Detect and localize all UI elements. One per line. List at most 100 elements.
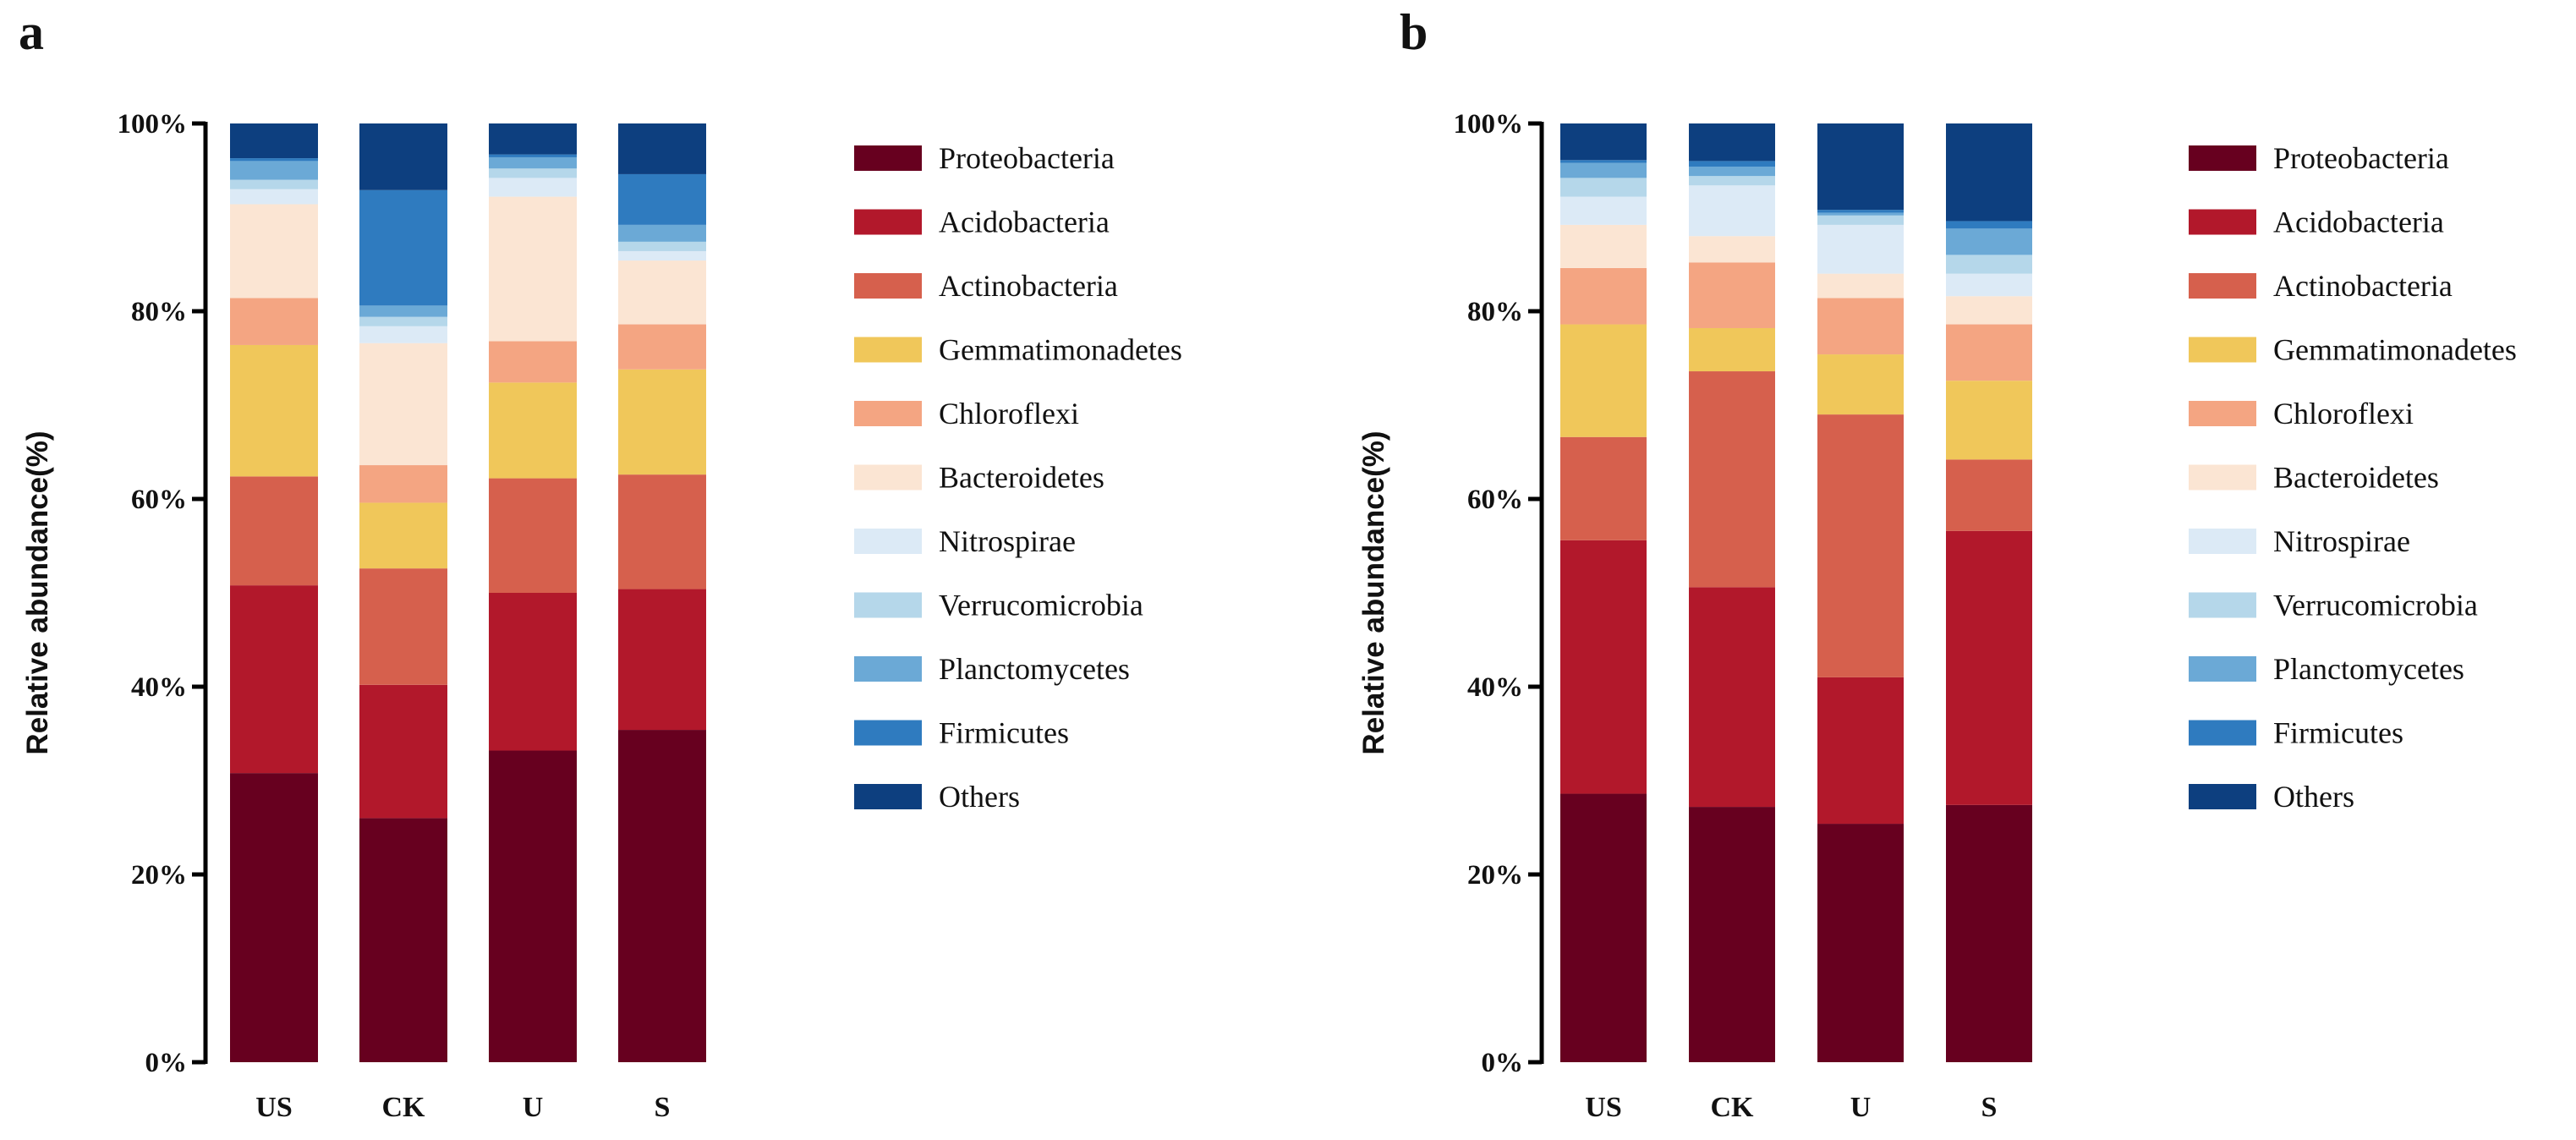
bar-segment-bacteroidetes-u (1817, 273, 1904, 299)
bar-segment-firmicutes-us (1560, 160, 1647, 163)
legend-label-bacteroidetes: Bacteroidetes (939, 461, 1104, 495)
bar-segment-gemmatimonadetes-s (618, 369, 706, 475)
bar-segment-firmicutes-ck (1689, 161, 1775, 167)
bar-segment-verrucomicrobia-ck (359, 316, 447, 326)
bar-segment-actinobacteria-us (1560, 436, 1647, 540)
bar-segment-chloroflexi-us (230, 298, 318, 345)
bar-segment-bacteroidetes-ck (359, 343, 447, 466)
legend-label-planctomycetes: Planctomycetes (939, 652, 1130, 686)
bar-segment-proteobacteria-us (1560, 793, 1647, 1062)
y-tick-label: 0% (145, 1048, 188, 1078)
bar-segment-bacteroidetes-u (489, 196, 577, 342)
bar-segment-acidobacteria-ck (1689, 587, 1775, 808)
legend-swatch-chloroflexi (854, 401, 922, 426)
bar-segment-chloroflexi-ck (359, 465, 447, 503)
bar-segment-bacteroidetes-s (618, 260, 706, 325)
x-tick-label: CK (1711, 1092, 1755, 1123)
legend-swatch-others (2189, 784, 2256, 809)
bar-segment-gemmatimonadetes-ck (359, 502, 447, 569)
bar-segment-firmicutes-s (1946, 221, 2032, 229)
bar-segment-gemmatimonadetes-u (1817, 354, 1904, 415)
legend-swatch-others (854, 784, 922, 809)
bar-segment-gemmatimonadetes-ck (1689, 327, 1775, 372)
bar-segment-acidobacteria-ck (359, 684, 447, 819)
bar-segment-others-s (1946, 123, 2032, 222)
bar-segment-gemmatimonadetes-u (489, 382, 577, 479)
bar-segment-firmicutes-ck (359, 189, 447, 306)
x-tick-label: S (1981, 1092, 1998, 1123)
bar-segment-firmicutes-u (1817, 210, 1904, 213)
legend-swatch-proteobacteria (854, 145, 922, 171)
bar-segment-proteobacteria-ck (359, 818, 447, 1062)
bar-segment-actinobacteria-ck (359, 568, 447, 685)
bar-segment-others-us (1560, 123, 1647, 161)
legend-label-acidobacteria: Acidobacteria (939, 206, 1110, 239)
legend-swatch-planctomycetes (854, 656, 922, 682)
bar-segment-chloroflexi-ck (1689, 262, 1775, 328)
legend-swatch-verrucomicrobia (854, 592, 922, 618)
bar-segment-nitrospirae-u (1817, 224, 1904, 274)
x-tick-label: U (1850, 1092, 1872, 1123)
bar-segment-acidobacteria-s (618, 589, 706, 731)
legend-label-verrucomicrobia: Verrucomicrobia (939, 589, 1143, 622)
legend-label-firmicutes: Firmicutes (939, 716, 1069, 750)
bar-segment-gemmatimonadetes-s (1946, 381, 2032, 460)
bar-segment-others-u (489, 123, 577, 155)
bar-segment-nitrospirae-u (489, 178, 577, 197)
bar-segment-others-ck (1689, 123, 1775, 162)
bar-segment-verrucomicrobia-ck (1689, 176, 1775, 186)
y-tick-label: 80% (1467, 297, 1523, 327)
bar-segment-actinobacteria-us (230, 476, 318, 586)
y-tick-label: 100% (118, 109, 188, 140)
bar-segment-proteobacteria-s (1946, 804, 2032, 1062)
legend-swatch-chloroflexi (2189, 401, 2256, 426)
bar-segment-verrucomicrobia-s (1946, 255, 2032, 274)
bar-segment-chloroflexi-u (489, 341, 577, 383)
legend-label-gemmatimonadetes: Gemmatimonadetes (2273, 333, 2517, 367)
bar-segment-planctomycetes-ck (1689, 167, 1775, 177)
panel-label: a (19, 4, 44, 60)
y-axis-title: Relative abundance(%) (21, 430, 54, 754)
legend-label-proteobacteria: Proteobacteria (939, 141, 1115, 175)
panel-a: a 0% 20% 40% 60% 80% 100% Relative abundance(%)… (19, 4, 1182, 1123)
bar-segment-acidobacteria-u (1817, 677, 1904, 825)
bar-segment-actinobacteria-s (618, 474, 706, 589)
y-tick-label: 40% (131, 672, 187, 703)
legend-label-actinobacteria: Actinobacteria (2273, 269, 2453, 303)
bar-segment-planctomycetes-s (618, 224, 706, 242)
bar-segment-verrucomicrobia-u (489, 168, 577, 178)
legend-swatch-firmicutes (2189, 720, 2256, 746)
bar-segment-planctomycetes-us (230, 161, 318, 180)
bar-segment-proteobacteria-us (230, 773, 318, 1062)
x-tick-label: U (523, 1092, 544, 1123)
bar-segment-firmicutes-s (618, 173, 706, 225)
legend-label-firmicutes: Firmicutes (2273, 716, 2403, 750)
legend-label-acidobacteria: Acidobacteria (2273, 206, 2444, 239)
legend-swatch-gemmatimonadetes (2189, 337, 2256, 363)
bar-segment-acidobacteria-us (1560, 540, 1647, 794)
y-tick-label: 60% (1467, 485, 1523, 515)
bar-segment-actinobacteria-ck (1689, 371, 1775, 588)
legend-label-chloroflexi: Chloroflexi (2273, 397, 2414, 430)
legend-label-verrucomicrobia: Verrucomicrobia (2273, 589, 2478, 622)
bar-segment-proteobacteria-u (1817, 824, 1904, 1062)
bar-segment-planctomycetes-s (1946, 228, 2032, 255)
bar-segment-others-u (1817, 123, 1904, 211)
bar-segment-proteobacteria-s (618, 730, 706, 1062)
x-tick-label: CK (382, 1092, 426, 1123)
legend-label-others: Others (2273, 780, 2354, 814)
legend-label-actinobacteria: Actinobacteria (939, 269, 1118, 303)
bar-segment-proteobacteria-u (489, 750, 577, 1062)
y-tick-label: 100% (1454, 109, 1524, 140)
legend-label-proteobacteria: Proteobacteria (2273, 141, 2449, 175)
legend-swatch-actinobacteria (2189, 273, 2256, 299)
bar-segment-chloroflexi-us (1560, 267, 1647, 325)
bar-segment-nitrospirae-s (1946, 273, 2032, 297)
bar-segment-gemmatimonadetes-us (230, 344, 318, 477)
legend-swatch-nitrospirae (2189, 529, 2256, 554)
bar-segment-planctomycetes-u (489, 156, 577, 169)
y-tick-label: 20% (131, 860, 187, 891)
bar-segment-nitrospirae-ck (359, 326, 447, 343)
x-tick-label: US (1585, 1092, 1621, 1123)
